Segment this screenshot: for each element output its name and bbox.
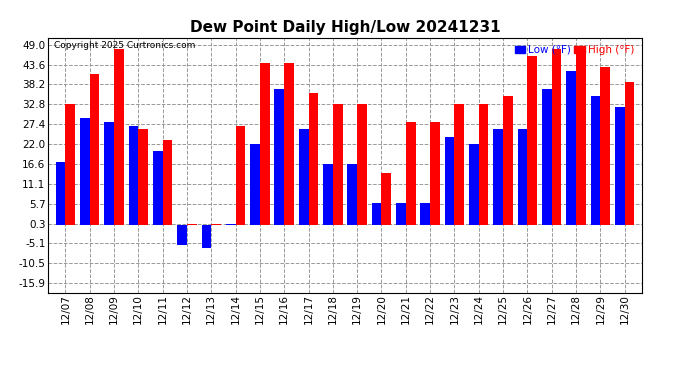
Bar [235,126,245,225]
Bar [615,107,624,225]
Bar [308,93,318,225]
Bar [114,48,124,225]
Bar [80,118,90,225]
Bar [430,122,440,225]
Bar [420,202,430,225]
Bar [552,48,562,225]
Bar [284,63,294,225]
Bar [566,70,576,225]
Bar [260,63,270,225]
Bar [333,104,342,225]
Bar [177,225,187,245]
Bar [211,224,221,225]
Bar [104,122,114,225]
Bar [348,164,357,225]
Legend: Low (°F), High (°F): Low (°F), High (°F) [513,43,636,57]
Bar [372,202,382,225]
Bar [187,224,197,225]
Bar [56,162,66,225]
Bar [542,89,552,225]
Bar [518,129,527,225]
Bar [153,151,163,225]
Bar [90,74,99,225]
Bar [201,225,211,249]
Bar [469,144,479,225]
Bar [527,56,537,225]
Bar [445,136,455,225]
Bar [493,129,503,225]
Bar [163,140,172,225]
Bar [600,67,610,225]
Bar [138,129,148,225]
Bar [66,104,75,225]
Bar [323,164,333,225]
Bar [275,89,284,225]
Bar [479,104,489,225]
Bar [591,96,600,225]
Bar [357,104,367,225]
Bar [406,122,415,225]
Bar [396,202,406,225]
Bar [576,48,586,225]
Bar [455,104,464,225]
Text: Copyright 2025 Curtronics.com: Copyright 2025 Curtronics.com [55,41,195,50]
Bar [624,81,634,225]
Bar [226,224,235,225]
Bar [503,96,513,225]
Bar [382,173,391,225]
Title: Dew Point Daily High/Low 20241231: Dew Point Daily High/Low 20241231 [190,20,500,35]
Bar [128,126,138,225]
Bar [250,144,260,225]
Bar [299,129,308,225]
